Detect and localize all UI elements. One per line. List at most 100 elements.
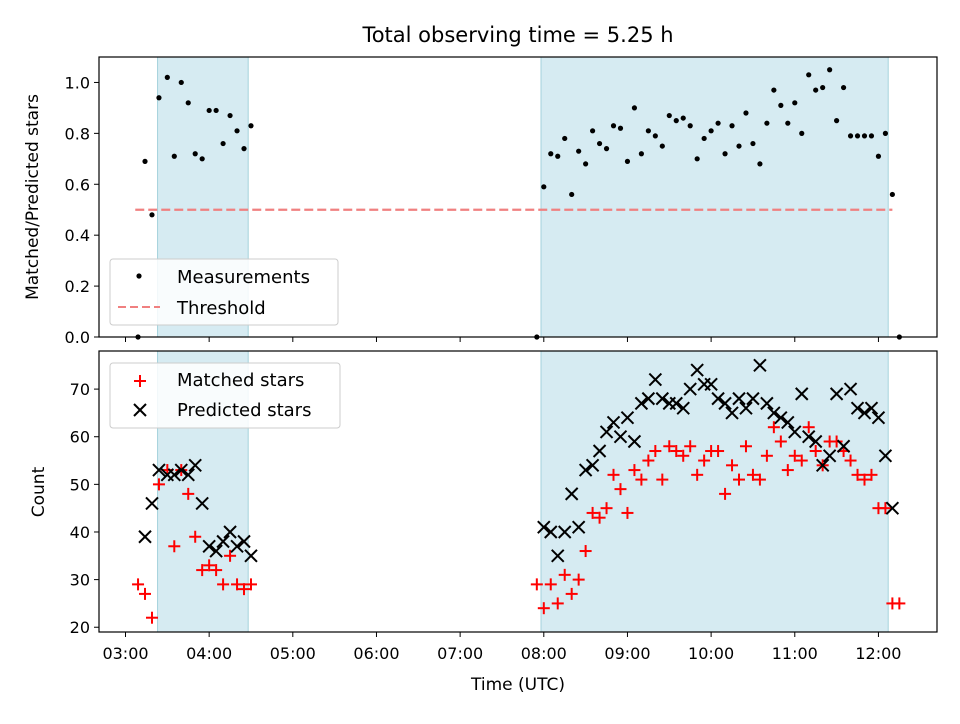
predicted-star-point bbox=[592, 444, 607, 458]
matched-star-point bbox=[893, 597, 906, 610]
predicted-star-point bbox=[878, 449, 893, 463]
legend-predicted-label: Predicted stars bbox=[177, 400, 311, 421]
matched-star-point bbox=[530, 578, 543, 591]
matched-star-point bbox=[691, 468, 704, 481]
measurement-point bbox=[785, 120, 791, 126]
matched-star-point bbox=[663, 440, 676, 453]
matched-star-point bbox=[865, 468, 878, 481]
predicted-star-point bbox=[558, 525, 572, 539]
measurement-point bbox=[596, 140, 603, 147]
predicted-star-point bbox=[202, 539, 216, 553]
x-tick-label: 08:00 bbox=[521, 644, 567, 663]
measurement-point bbox=[589, 128, 596, 134]
measurement-point bbox=[680, 115, 686, 121]
matched-star-point bbox=[551, 597, 564, 610]
measurement-point bbox=[548, 151, 554, 157]
predicted-star-point bbox=[864, 401, 879, 415]
measurement-point bbox=[764, 120, 770, 126]
measurement-point bbox=[820, 84, 826, 91]
x-tick-label: 07:00 bbox=[437, 644, 483, 663]
measurement-point bbox=[652, 133, 658, 139]
bottom-y-tick-label: 70 bbox=[70, 380, 90, 399]
matched-star-point bbox=[830, 435, 843, 448]
top-y-axis-label: Matched/Predicted stars bbox=[23, 94, 43, 300]
measurement-point bbox=[673, 118, 679, 124]
legend-matched-marker bbox=[134, 375, 146, 387]
matched-star-point bbox=[788, 449, 801, 462]
top-y-tick-label: 0.2 bbox=[65, 277, 90, 296]
measurement-point bbox=[736, 143, 742, 149]
matched-star-point bbox=[621, 506, 634, 519]
predicted-star-point bbox=[850, 401, 865, 415]
measurement-point bbox=[743, 110, 749, 116]
measurement-point bbox=[868, 133, 875, 139]
measurement-point bbox=[659, 143, 665, 149]
measurement-point bbox=[206, 107, 212, 114]
matched-star-point bbox=[760, 449, 773, 462]
measurement-point bbox=[694, 156, 700, 162]
bottom-y-tick-label: 30 bbox=[70, 571, 90, 590]
matched-star-point bbox=[544, 578, 557, 591]
predicted-star-point bbox=[188, 458, 202, 473]
predicted-star-point bbox=[753, 358, 767, 372]
matched-star-point bbox=[614, 483, 627, 496]
predicted-star-point bbox=[802, 430, 816, 444]
measurement-point bbox=[827, 67, 833, 73]
measurement-point bbox=[799, 130, 805, 136]
matched-star-point bbox=[537, 602, 550, 615]
predicted-star-point bbox=[871, 410, 886, 425]
matched-star-point bbox=[781, 464, 794, 477]
predicted-star-point bbox=[167, 468, 182, 482]
measurement-point bbox=[701, 135, 707, 142]
top-y-tick-label: 0.8 bbox=[65, 124, 90, 143]
matched-star-point bbox=[642, 454, 655, 467]
measurement-point bbox=[715, 120, 721, 126]
measurement-point bbox=[234, 128, 240, 134]
predicted-star-point bbox=[620, 410, 635, 425]
predicted-star-point bbox=[537, 520, 551, 534]
predicted-star-point bbox=[774, 410, 788, 425]
measurement-point bbox=[771, 87, 777, 93]
predicted-star-point bbox=[857, 406, 872, 420]
predicted-star-point bbox=[711, 391, 725, 406]
measurement-point bbox=[199, 156, 205, 162]
predicted-star-point bbox=[174, 463, 188, 477]
predicted-star-point bbox=[815, 458, 830, 473]
matched-star-point bbox=[746, 468, 759, 481]
matched-star-point bbox=[677, 449, 690, 462]
matched-star-point bbox=[684, 440, 697, 453]
measurement-point bbox=[645, 128, 651, 134]
measurement-point bbox=[834, 118, 840, 124]
predicted-star-point bbox=[627, 434, 642, 449]
predicted-star-point bbox=[599, 425, 614, 439]
measurement-point bbox=[164, 74, 170, 80]
predicted-star-point bbox=[578, 463, 593, 477]
predicted-star-point bbox=[829, 387, 844, 401]
matched-star-point bbox=[733, 473, 746, 486]
predicted-star-point bbox=[836, 439, 851, 453]
matched-star-point bbox=[572, 573, 585, 586]
bottom-y-tick-label: 50 bbox=[70, 475, 90, 494]
predicted-star-point bbox=[822, 449, 837, 463]
measurement-point bbox=[875, 153, 882, 159]
predicted-star-point bbox=[781, 415, 795, 430]
matched-star-point bbox=[802, 421, 815, 434]
measurement-point bbox=[617, 125, 624, 131]
matched-star-point bbox=[210, 564, 223, 577]
measurement-point bbox=[861, 133, 868, 139]
matched-star-point bbox=[182, 487, 195, 500]
bottom-legend: Matched stars Predicted stars bbox=[109, 362, 341, 429]
matched-star-point bbox=[224, 549, 237, 562]
measurement-point bbox=[854, 133, 861, 139]
matched-star-point bbox=[698, 454, 711, 467]
measurement-point bbox=[847, 133, 854, 139]
measurement-point bbox=[192, 151, 198, 157]
matched-star-point bbox=[628, 464, 641, 477]
predicted-star-point bbox=[808, 434, 823, 449]
predicted-star-point bbox=[641, 391, 656, 406]
measurement-point bbox=[792, 100, 798, 106]
matched-star-point bbox=[795, 454, 808, 467]
matched-star-point bbox=[593, 511, 606, 524]
predicted-star-point bbox=[704, 377, 718, 392]
matched-star-point bbox=[739, 440, 752, 453]
